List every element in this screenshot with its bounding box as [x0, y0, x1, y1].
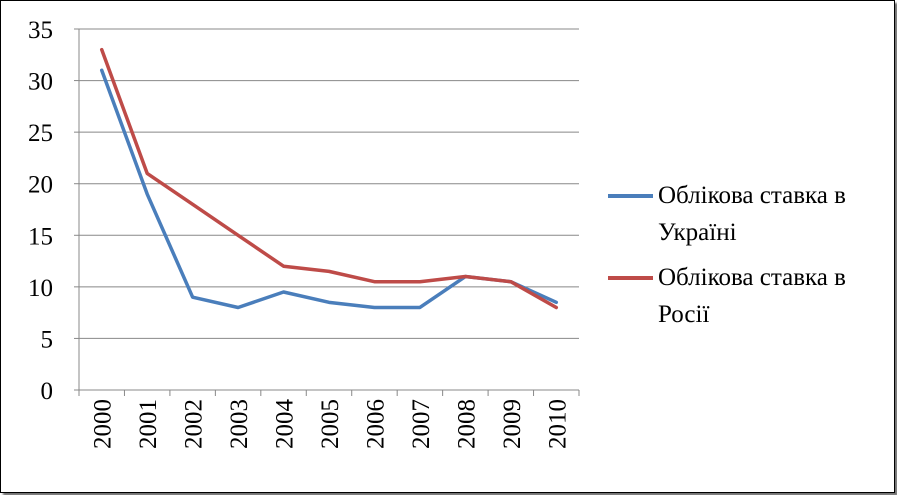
data-point-0-2004 [282, 290, 286, 294]
x-tick-label-2006: 2006 [362, 399, 389, 449]
data-point-1-2000 [100, 48, 104, 52]
legend-label-russia: Облікова ставка в Росії [658, 264, 846, 328]
data-point-1-2009 [509, 280, 513, 284]
y-tick-label-5: 5 [41, 326, 54, 353]
x-tick-label-2003: 2003 [226, 399, 253, 449]
x-tick-label-2002: 2002 [181, 399, 208, 449]
data-point-0-2007 [418, 305, 422, 309]
data-point-1-2008 [463, 275, 467, 279]
x-tick-label-2008: 2008 [453, 399, 480, 449]
y-tick-label-10: 10 [28, 275, 53, 302]
y-tick-label-30: 30 [28, 69, 53, 96]
x-tick-label-2000: 2000 [90, 399, 117, 449]
chart-legend: Облікова ставка в Україні Облікова ставк… [608, 177, 888, 341]
legend-label-ukraine: Облікова ставка в Україні [658, 182, 846, 246]
data-point-1-2006 [372, 280, 376, 284]
y-tick-label-20: 20 [28, 172, 53, 199]
x-tick-label-2004: 2004 [272, 399, 299, 450]
legend-item-ukraine: Облікова ставка в Україні [608, 177, 888, 251]
x-tick-label-2007: 2007 [408, 399, 435, 449]
series-line-1 [99, 47, 559, 310]
y-tick-label-25: 25 [28, 120, 53, 147]
data-point-1-2010 [554, 305, 558, 309]
data-point-0-2001 [145, 192, 149, 196]
y-tick-label-35: 35 [28, 17, 53, 44]
data-point-1-2007 [418, 280, 422, 284]
data-point-1-2001 [145, 171, 149, 175]
legend-swatch-russia [608, 276, 653, 280]
y-tick-label-15: 15 [28, 223, 53, 250]
data-point-0-2000 [100, 68, 104, 72]
data-point-1-2002 [191, 202, 195, 206]
y-tick-label-0: 0 [41, 378, 54, 405]
legend-swatch-ukraine [608, 194, 653, 198]
legend-item-russia: Облікова ставка в Росії [608, 259, 888, 333]
data-point-1-2004 [282, 264, 286, 268]
x-tick-label-2005: 2005 [317, 399, 344, 449]
x-tick-label-2001: 2001 [135, 399, 162, 449]
x-tick-label-2010: 2010 [544, 399, 571, 449]
data-point-1-2003 [236, 233, 240, 237]
data-point-0-2005 [327, 300, 331, 304]
data-point-0-2006 [372, 305, 376, 309]
data-point-1-2005 [327, 269, 331, 273]
x-tick-label-2009: 2009 [499, 399, 526, 449]
data-point-0-2002 [191, 295, 195, 299]
data-point-0-2010 [554, 300, 558, 304]
data-point-0-2003 [236, 305, 240, 309]
